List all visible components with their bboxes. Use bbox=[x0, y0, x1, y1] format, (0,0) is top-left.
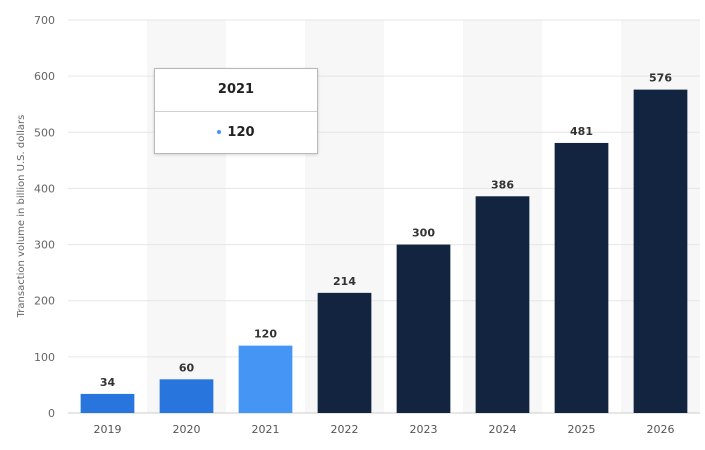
data-label: 300 bbox=[412, 227, 435, 240]
y-tick-label: 400 bbox=[34, 182, 55, 195]
bar-2023[interactable] bbox=[396, 244, 451, 413]
x-tick-label: 2020 bbox=[173, 423, 201, 436]
y-tick-label: 200 bbox=[34, 295, 55, 308]
y-tick-label: 100 bbox=[34, 351, 55, 364]
x-tick-label: 2024 bbox=[489, 423, 517, 436]
bar-2026[interactable] bbox=[633, 89, 688, 414]
bar-2019[interactable] bbox=[80, 393, 135, 413]
y-axis-title: Transaction volume in billion U.S. dolla… bbox=[16, 115, 27, 319]
series-dot-icon bbox=[217, 129, 222, 134]
tooltip: 2021 120 bbox=[154, 68, 318, 154]
y-tick-label: 300 bbox=[34, 239, 55, 252]
y-axis: 0 100 200 300 400 500 600 700 bbox=[34, 14, 55, 420]
x-tick-label: 2025 bbox=[568, 423, 596, 436]
data-label: 214 bbox=[333, 275, 356, 288]
x-tick-label: 2022 bbox=[331, 423, 359, 436]
data-label: 34 bbox=[100, 376, 116, 389]
bar-2022[interactable] bbox=[317, 292, 372, 413]
tooltip-body: 120 bbox=[155, 112, 317, 153]
data-label: 576 bbox=[649, 72, 672, 85]
x-tick-label: 2021 bbox=[252, 423, 280, 436]
x-tick-label: 2019 bbox=[94, 423, 122, 436]
tooltip-value: 120 bbox=[227, 125, 255, 140]
y-tick-label: 0 bbox=[48, 407, 55, 420]
tooltip-title: 2021 bbox=[155, 69, 317, 112]
bar-2021[interactable] bbox=[238, 345, 293, 413]
y-tick-label: 700 bbox=[34, 14, 55, 27]
y-tick-label: 500 bbox=[34, 126, 55, 139]
bar-2025[interactable] bbox=[554, 142, 609, 413]
x-tick-label: 2026 bbox=[647, 423, 675, 436]
data-label: 481 bbox=[570, 125, 593, 138]
bar-2020[interactable] bbox=[159, 379, 214, 413]
bars bbox=[80, 89, 688, 414]
y-tick-label: 600 bbox=[34, 70, 55, 83]
data-label: 120 bbox=[254, 328, 277, 341]
data-labels: 34 60 120 214 300 386 481 576 bbox=[100, 72, 672, 389]
x-tick-label: 2023 bbox=[410, 423, 438, 436]
data-label: 60 bbox=[179, 361, 195, 374]
x-axis: 2019 2020 2021 2022 2023 2024 2025 2026 bbox=[94, 423, 675, 436]
data-label: 386 bbox=[491, 178, 514, 191]
bar-2024[interactable] bbox=[475, 196, 530, 413]
